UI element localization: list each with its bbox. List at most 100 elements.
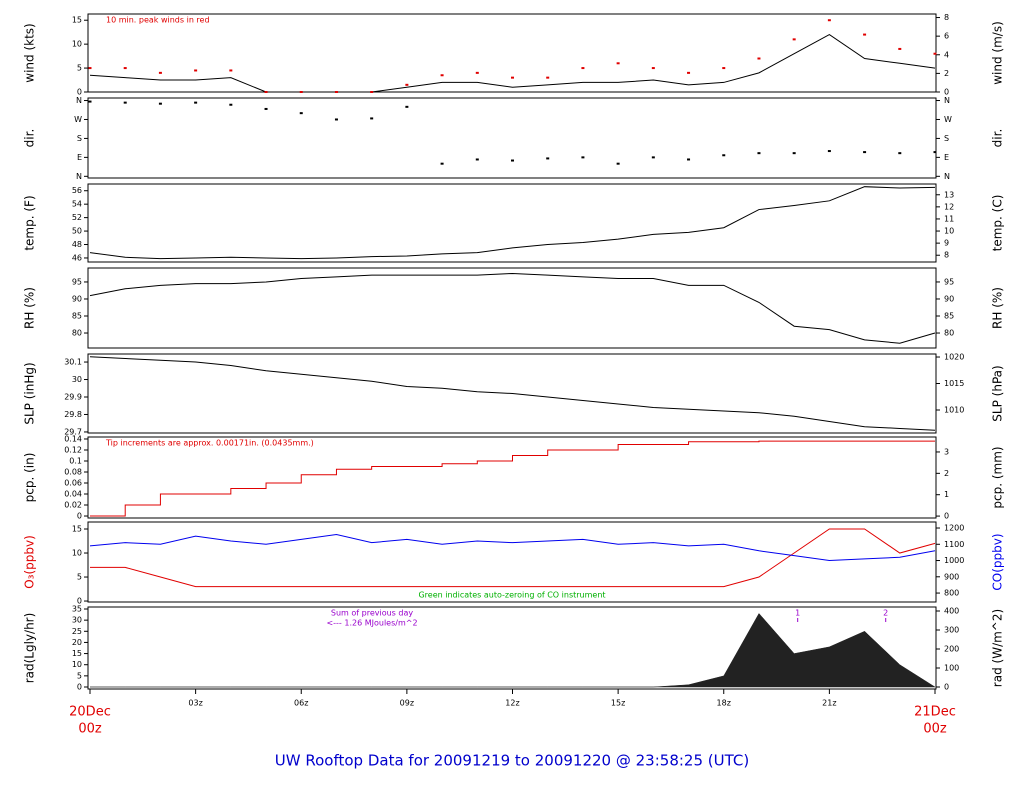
data-point	[898, 152, 902, 155]
y-tick-label: 48	[72, 240, 82, 249]
y-axis-label: pcp. (in)	[23, 453, 37, 503]
y2-tick-label: 90	[944, 294, 954, 303]
data-point	[370, 117, 374, 120]
y-tick-label: 0.14	[64, 434, 82, 443]
y-tick-label: 30	[72, 375, 82, 384]
y2-tick-label: N	[944, 172, 950, 181]
data-line	[89, 33, 936, 93]
data-point	[898, 47, 902, 50]
data-point	[334, 91, 338, 93]
y-tick-label: 0	[77, 682, 82, 691]
panel-frame	[87, 353, 937, 434]
data-point	[616, 162, 620, 165]
y2-tick-label: 1200	[944, 524, 964, 533]
y-tick-label: 30	[72, 616, 82, 625]
data-point	[299, 91, 303, 93]
y2-tick-label: 13	[944, 190, 954, 199]
data-point	[757, 57, 761, 60]
data-point	[229, 103, 233, 106]
data-point	[158, 71, 162, 74]
chart-title: UW Rooftop Data for 20091219 to 20091220…	[275, 752, 749, 770]
y2-tick-label: 900	[944, 572, 959, 581]
y2-tick-label: 0	[944, 683, 949, 692]
x-tick-label: 15z	[611, 699, 625, 708]
y2-tick-label: 8	[944, 251, 949, 260]
y2-tick-label: 1010	[944, 406, 964, 415]
data-point	[334, 118, 338, 121]
x-tick-label: 00z	[78, 722, 102, 737]
y-tick-label: 29.9	[64, 392, 82, 401]
marker-label: 2	[883, 609, 888, 618]
y2-tick-label: 8	[944, 13, 949, 22]
data-point	[370, 91, 374, 93]
y2-axis-label: SLP (hPa)	[991, 365, 1005, 421]
y2-tick-label: 11	[944, 214, 954, 223]
y2-axis-label: rad (W/m^2)	[991, 609, 1005, 687]
x-tick-label: 18z	[717, 699, 731, 708]
y2-axis-label: RH (%)	[991, 287, 1005, 329]
data-area	[90, 613, 936, 688]
data-point	[616, 62, 620, 65]
panel-frame	[87, 183, 937, 263]
y-axis-label: RH (%)	[23, 287, 37, 329]
data-point	[651, 67, 655, 70]
y2-tick-label: 100	[944, 664, 959, 673]
annotation: <--- 1.26 MJoules/m^2	[326, 619, 417, 628]
data-point	[792, 152, 796, 155]
panel-frame	[87, 521, 937, 603]
y-tick-label: N	[76, 172, 82, 181]
data-point	[546, 157, 550, 160]
y-tick-label: 54	[72, 200, 82, 209]
x-tick-label: 21z	[822, 699, 836, 708]
data-point	[440, 162, 444, 165]
annotation: Sum of previous day	[331, 609, 413, 618]
y-axis-label: dir.	[23, 129, 37, 148]
y-tick-label: 5	[77, 573, 82, 582]
y-tick-label: 5	[77, 671, 82, 680]
y2-tick-label: 800	[944, 589, 959, 598]
y-tick-label: S	[77, 134, 82, 143]
data-point	[475, 158, 479, 161]
y-axis-label: temp. (F)	[23, 195, 37, 250]
y-axis-label: wind (kts)	[23, 23, 37, 82]
x-tick-label: 00z	[923, 722, 947, 737]
data-point	[687, 71, 691, 74]
panel-frame	[87, 13, 937, 93]
data-point	[722, 154, 726, 157]
x-tick-label: 20Dec	[69, 705, 111, 720]
y-tick-label: 29.8	[64, 410, 82, 419]
y-tick-label: 80	[72, 329, 82, 338]
panel-frame	[87, 97, 937, 179]
y-tick-label: 85	[72, 312, 82, 321]
y-tick-label: 0	[77, 512, 82, 521]
data-point	[194, 101, 198, 104]
y-tick-label: 5	[77, 64, 82, 73]
y-tick-label: 0.08	[64, 467, 82, 476]
y-tick-label: 30.1	[64, 358, 82, 367]
y-tick-label: N	[76, 96, 82, 105]
x-tick-label: 21Dec	[914, 705, 956, 720]
data-point	[264, 91, 268, 93]
y-tick-label: 50	[72, 227, 82, 236]
y-tick-label: 10	[72, 549, 82, 558]
data-point	[264, 107, 268, 110]
y2-tick-label: N	[944, 96, 950, 105]
data-line	[89, 534, 936, 562]
y2-tick-label: S	[944, 134, 949, 143]
y2-axis-label: wind (m/s)	[991, 21, 1005, 85]
y-tick-label: 90	[72, 294, 82, 303]
y-tick-label: 0.12	[64, 445, 82, 454]
data-point	[440, 74, 444, 77]
data-point	[933, 52, 937, 55]
y2-tick-label: 1	[944, 490, 949, 499]
y2-tick-label: 200	[944, 644, 959, 653]
data-line	[89, 186, 936, 260]
data-point	[88, 100, 92, 103]
y2-axis-label: pcp. (mm)	[991, 446, 1005, 508]
y2-axis-label: dir.	[991, 129, 1005, 148]
y-axis-label: rad(Lgly/hr)	[23, 613, 37, 684]
y-tick-label: 0	[77, 88, 82, 97]
y2-tick-label: 0	[944, 88, 949, 97]
y-tick-label: 10	[72, 40, 82, 49]
